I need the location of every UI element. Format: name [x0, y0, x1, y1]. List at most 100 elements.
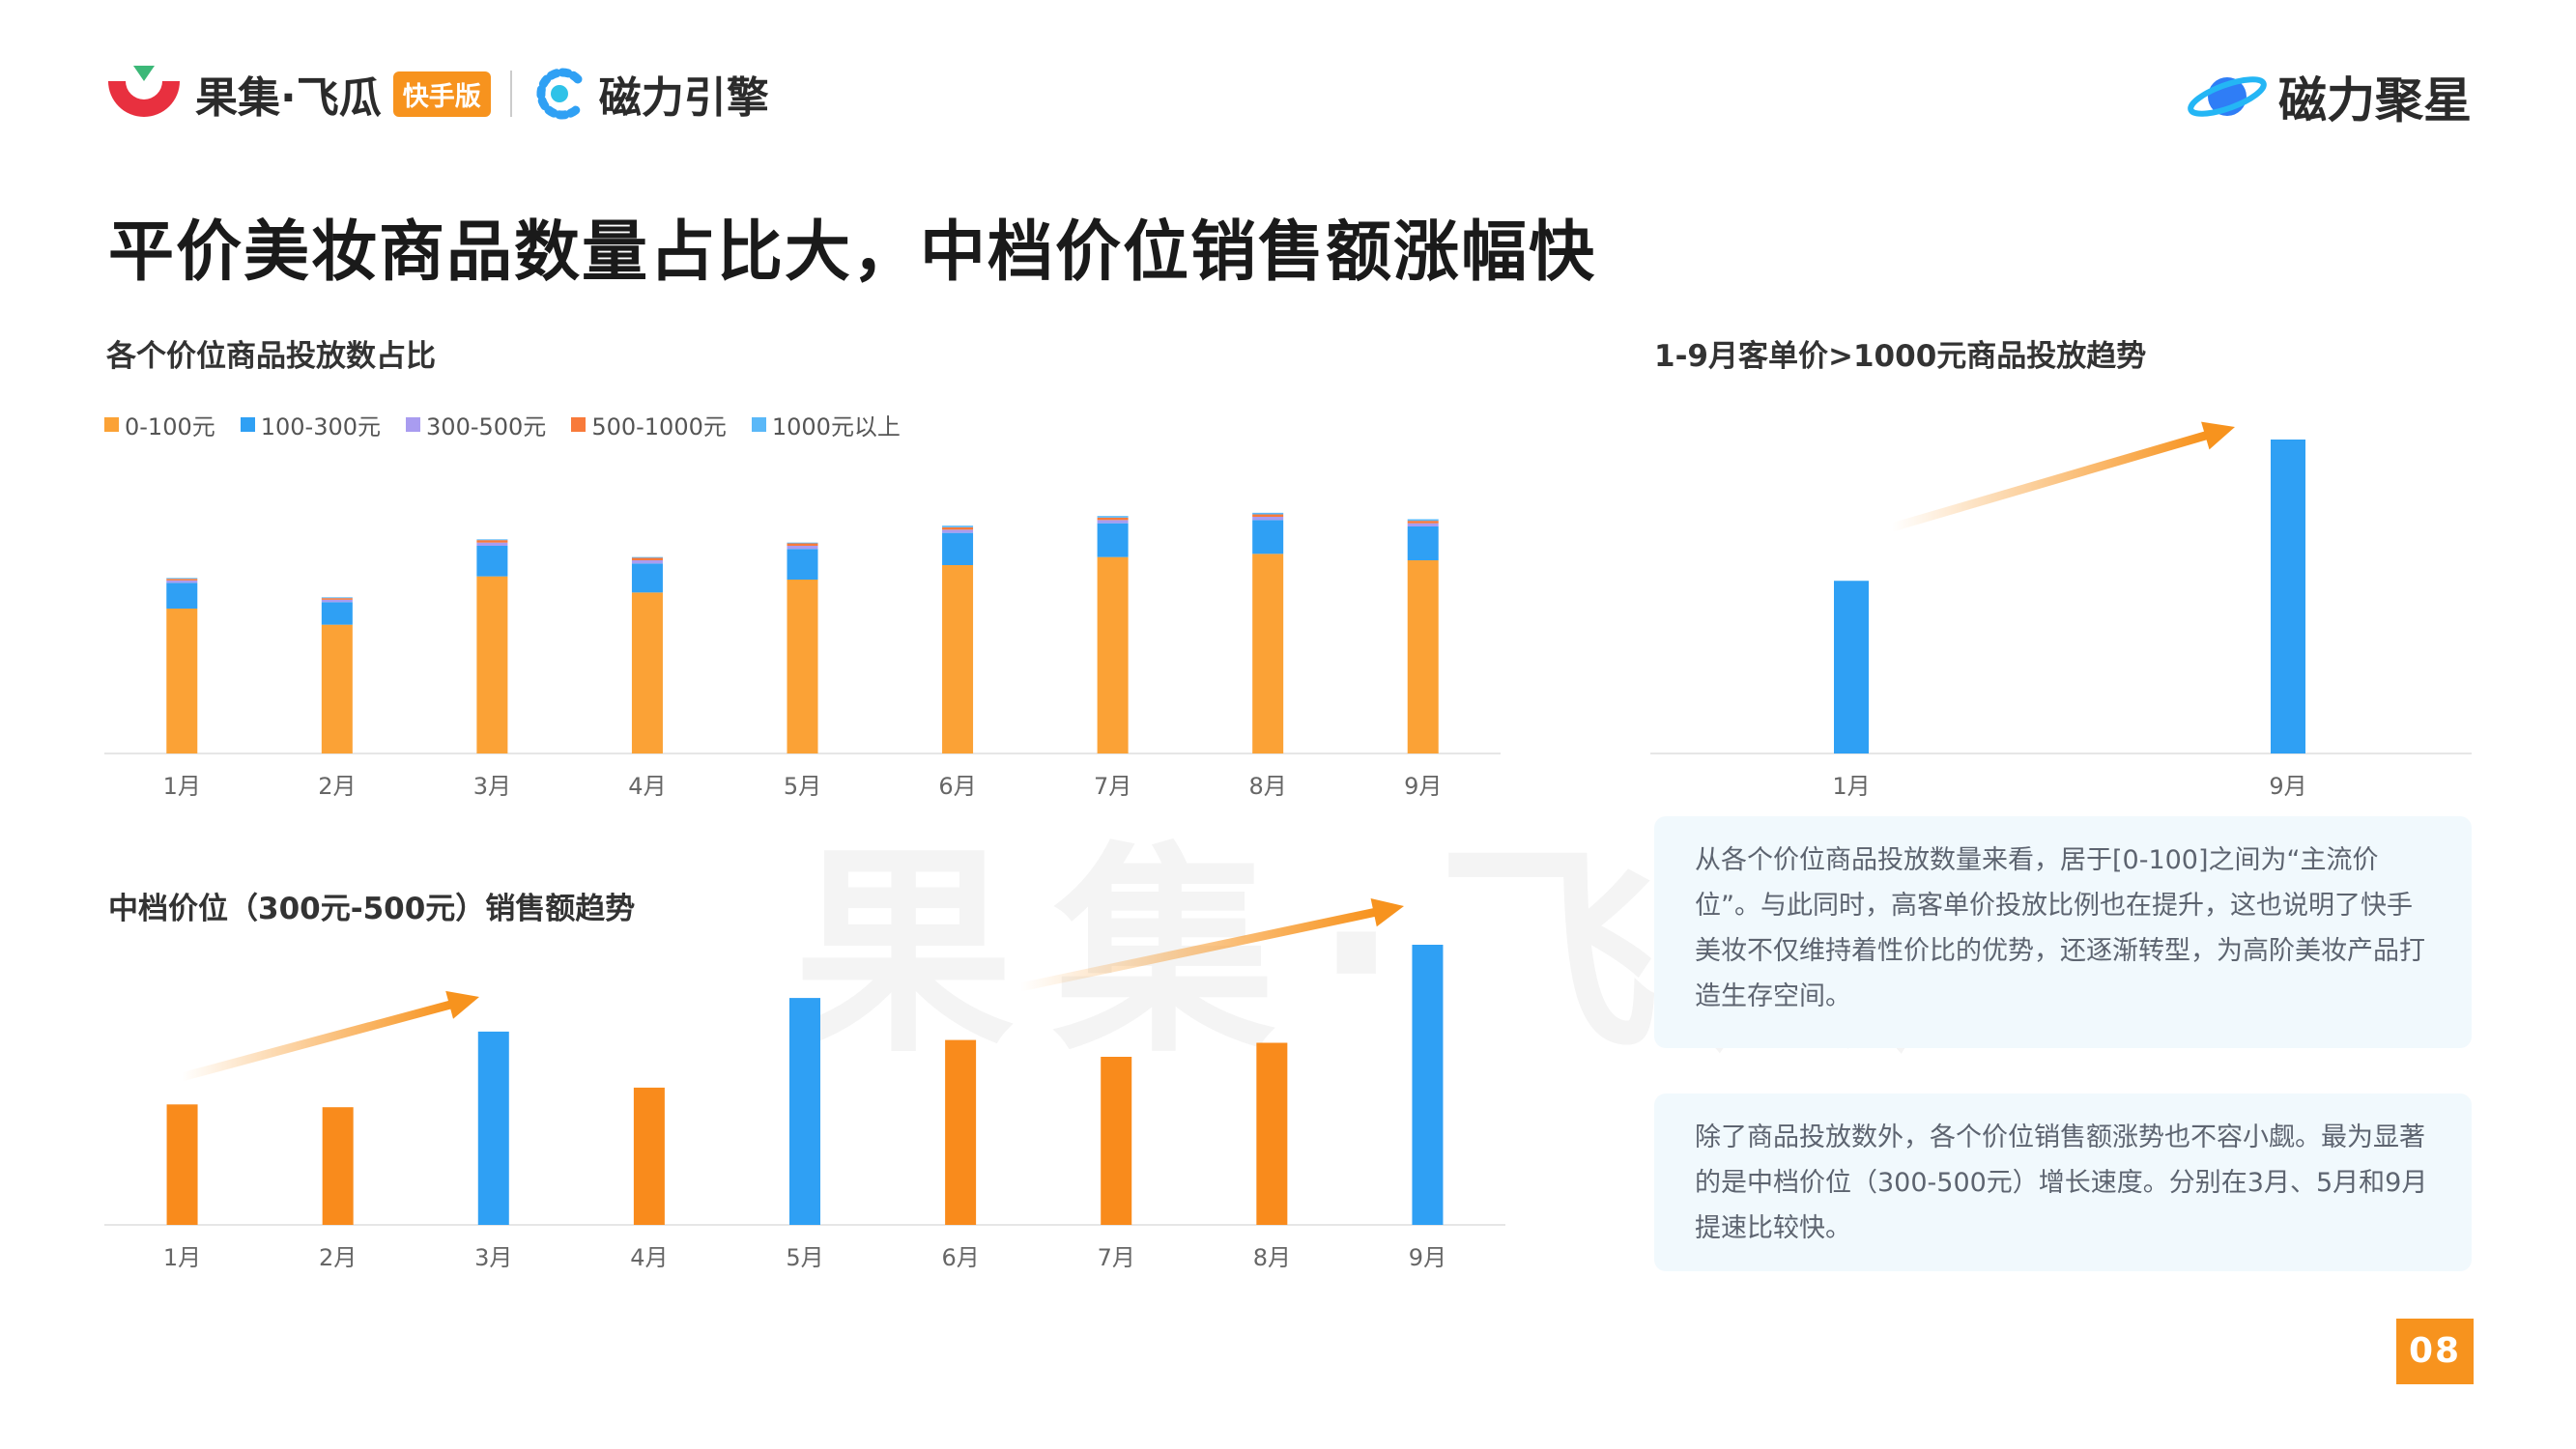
- bar-segment: [166, 578, 198, 580]
- x-tick-label: 9月: [1404, 773, 1442, 800]
- bar-segment: [787, 542, 818, 544]
- bar-segment: [1252, 520, 1284, 554]
- bar: [1256, 1042, 1288, 1225]
- legend-label: 300-500元: [426, 413, 547, 440]
- bar-segment: [166, 579, 198, 581]
- bar-segment: [787, 549, 818, 580]
- brand-badge: 快手版: [392, 71, 491, 117]
- bar-segment: [1252, 512, 1284, 515]
- x-tick-label: 6月: [941, 1244, 979, 1271]
- bar-segment: [1252, 517, 1284, 521]
- bar-segment: [476, 576, 508, 753]
- bar-segment: [631, 557, 663, 560]
- x-tick-label: 1月: [163, 1244, 201, 1271]
- insight-text-1: 从各个价位商品投放数量来看，居于[0-100]之间为“主流价位”。与此同时，高客…: [1695, 845, 2425, 1011]
- x-tick-label: 6月: [938, 773, 976, 800]
- legend-label: 100-300元: [260, 413, 382, 440]
- bar: [1101, 1057, 1132, 1225]
- chart1-title: 各个价位商品投放数占比: [106, 339, 436, 374]
- bar: [166, 1104, 198, 1225]
- bar: [322, 1107, 354, 1225]
- x-tick-label: 9月: [2269, 773, 2306, 800]
- bar-segment: [942, 529, 974, 533]
- bar-segment: [321, 599, 353, 603]
- legend-item: 500-1000元: [571, 408, 727, 441]
- bar: [1834, 581, 1869, 753]
- x-tick-label: 1月: [163, 773, 201, 800]
- bar-segment: [1097, 556, 1129, 753]
- cili-juxing-logo-icon: [2188, 76, 2267, 117]
- bar-segment: [631, 556, 663, 558]
- trend-arrow-1: [177, 990, 479, 1082]
- legend-label: 500-1000元: [591, 413, 727, 440]
- legend-swatch: [571, 417, 587, 432]
- brand-right-label: 磁力聚星: [2278, 72, 2472, 128]
- bar-segment: [631, 592, 663, 753]
- bar-segment: [166, 609, 198, 753]
- legend-swatch: [104, 417, 119, 432]
- bar-segment: [942, 526, 974, 530]
- x-tick-label: 4月: [628, 773, 666, 800]
- x-tick-label: 2月: [319, 1244, 357, 1271]
- brand-left: 果集·飞瓜 快手版 磁力引擎: [104, 60, 769, 128]
- brand-divider: [509, 71, 512, 117]
- chart3-title: 中档价位（300元-500元）销售额趋势: [108, 892, 636, 926]
- insight-box-1: 从各个价位商品投放数量来看，居于[0-100]之间为“主流价位”。与此同时，高客…: [1654, 816, 2472, 1048]
- bar-segment: [1407, 526, 1439, 560]
- legend-label: 1000元以上: [771, 413, 901, 440]
- legend-item: 0-100元: [104, 408, 215, 441]
- x-tick-label: 8月: [1249, 773, 1287, 800]
- bar-segment: [1407, 523, 1439, 526]
- bar-segment: [1097, 516, 1129, 518]
- x-tick-label: 5月: [786, 1244, 823, 1271]
- legend-item: 1000元以上: [751, 408, 901, 441]
- bar-segment: [1407, 519, 1439, 522]
- bar-segment: [476, 540, 508, 543]
- x-tick-label: 3月: [474, 1244, 512, 1271]
- brand-secondary: 磁力引擎: [598, 73, 769, 123]
- bar-segment: [321, 602, 353, 625]
- guoji-logo-icon: [108, 66, 180, 117]
- trend-arrow-2: [1016, 897, 1404, 992]
- x-tick-label: 7月: [1098, 1244, 1135, 1271]
- x-tick-label: 8月: [1253, 1244, 1291, 1271]
- x-tick-label: 7月: [1094, 773, 1131, 800]
- bar-segment: [321, 598, 353, 600]
- bar-segment: [166, 582, 198, 609]
- bar-segment: [1252, 514, 1284, 517]
- x-tick-label: 2月: [318, 773, 356, 800]
- x-tick-label: 3月: [473, 773, 511, 800]
- bar-segment: [787, 546, 818, 550]
- legend-item: 300-500元: [406, 408, 546, 441]
- trend-arrow: [1887, 421, 2235, 532]
- bar-segment: [787, 543, 818, 546]
- bar: [477, 1031, 509, 1225]
- bar: [633, 1087, 665, 1225]
- bar-segment: [476, 546, 508, 577]
- bar-segment: [1097, 517, 1129, 521]
- legend-swatch: [240, 417, 255, 432]
- bar-segment: [942, 526, 974, 527]
- mid-price-sales-chart: 1月 2月 3月 4月 5月 6月 7月 8月 9月: [104, 897, 1505, 1271]
- page-number: 08: [2396, 1319, 2474, 1384]
- bar: [2271, 440, 2305, 753]
- high-price-bar-chart: 1月 9月: [1650, 421, 2472, 800]
- bar-segment: [1097, 520, 1129, 524]
- bar-segment: [631, 560, 663, 564]
- chart2-title: 1-9月客单价>1000元商品投放趋势: [1654, 339, 2147, 374]
- insight-box-2: 除了商品投放数外，各个价位销售额涨势也不容小觑。最为显著的是中档价位（300-5…: [1654, 1094, 2472, 1271]
- legend-item: 100-300元: [240, 408, 382, 441]
- bar: [1412, 945, 1444, 1225]
- bar-segment: [1097, 523, 1129, 557]
- bar-segment: [321, 597, 353, 599]
- bar-segment: [166, 580, 198, 583]
- cili-engine-logo-icon: [536, 68, 583, 120]
- x-tick-label: 4月: [630, 1244, 668, 1271]
- bar-segment: [476, 539, 508, 541]
- legend-swatch: [751, 417, 766, 432]
- brand-primary: 果集·飞瓜: [195, 73, 382, 123]
- legend-swatch: [406, 417, 421, 432]
- brand-right: 磁力聚星: [2186, 62, 2472, 131]
- x-tick-label: 1月: [1832, 773, 1870, 800]
- bar: [789, 998, 820, 1225]
